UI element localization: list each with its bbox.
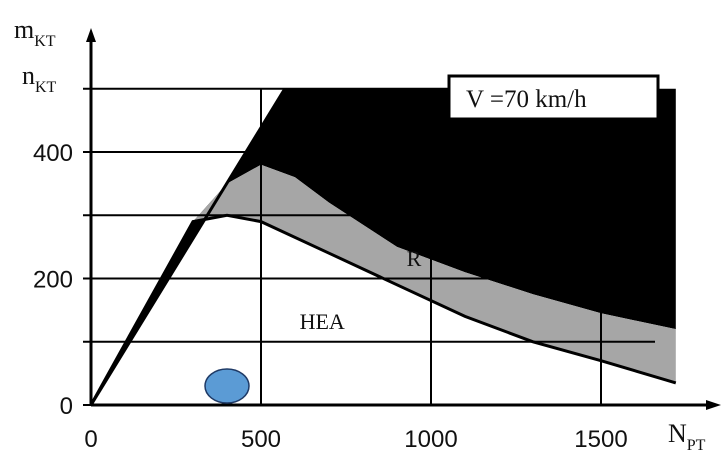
x-tick-label: 1500 [574, 426, 627, 453]
x-tick-label: 1000 [404, 426, 457, 453]
upper-boundary-line [89, 88, 287, 406]
blue-marker [204, 368, 250, 404]
hea-boundary-line [89, 213, 677, 406]
speed-annotation: V =70 km/h [466, 86, 587, 113]
chart-axes [83, 28, 721, 410]
y-axis-label-m-kt: mKT [14, 15, 56, 50]
chart-regions [89, 88, 677, 406]
tick-labels: 0 500 1000 1500 0 200 400 [33, 140, 628, 453]
x-axis-arrow [706, 400, 721, 410]
y-tick-label: 400 [33, 140, 73, 167]
x-axis-label: NPT [668, 419, 706, 454]
y-tick-label: 200 [33, 267, 73, 294]
region-labels: R HEA [300, 246, 422, 334]
x-tick-label: 500 [241, 426, 281, 453]
marker-layer [204, 368, 250, 404]
speed-annotation-box: V =70 km/h [447, 74, 660, 121]
y-axis-arrow [86, 28, 96, 42]
y-tick-label: 0 [60, 393, 73, 420]
y-axis-label-n-kt: nKT [22, 61, 57, 96]
region-label-hea: HEA [300, 309, 345, 334]
chart-grid [91, 87, 655, 405]
region-label-r: R [407, 246, 422, 271]
x-tick-label: 0 [84, 426, 97, 453]
